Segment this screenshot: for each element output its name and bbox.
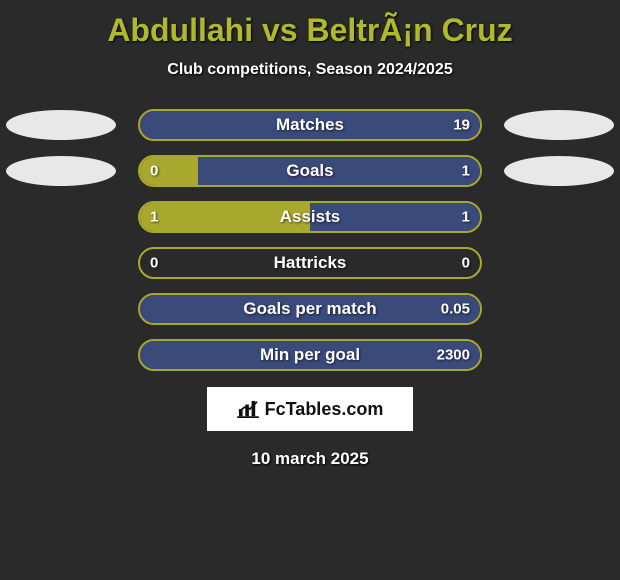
stat-bar: Assists11: [138, 201, 482, 233]
player2-avatar: [504, 156, 614, 186]
stat-bar: Matches19: [138, 109, 482, 141]
stat-row: Hattricks0 0: [0, 247, 620, 279]
stat-bar: Goals01: [138, 155, 482, 187]
stat-label: Hattricks: [140, 253, 480, 273]
brand-badge: FcTables.com: [207, 387, 413, 431]
comparison-infographic: Abdullahi vs BeltrÃ¡n Cruz Club competit…: [0, 0, 620, 469]
stat-value-player2: 19: [453, 117, 470, 134]
chart-icon: [237, 400, 259, 418]
stat-value-player2: 2300: [437, 347, 470, 364]
bar-fill-player1: [140, 203, 310, 231]
bar-fill-player2: [140, 341, 480, 369]
bar-fill-player2: [140, 295, 480, 323]
bar-fill-player1: [140, 157, 198, 185]
stat-value-player1: 0: [150, 163, 158, 180]
stat-row: Goals01: [0, 155, 620, 187]
stat-row: Goals per match0.05: [0, 293, 620, 325]
brand-text: FcTables.com: [265, 399, 384, 420]
stat-value-player2: 0.05: [441, 301, 470, 318]
bar-fill-player2: [310, 203, 480, 231]
stat-bar: Hattricks0 0: [138, 247, 482, 279]
stat-value-player1: 0: [150, 255, 158, 272]
stat-bar: Goals per match0.05: [138, 293, 482, 325]
stat-row: Matches19: [0, 109, 620, 141]
bar-fill-player2: [140, 111, 480, 139]
stat-bar: Min per goal2300: [138, 339, 482, 371]
date-label: 10 march 2025: [0, 449, 620, 469]
page-title: Abdullahi vs BeltrÃ¡n Cruz: [0, 12, 620, 49]
stat-value-player2: 0: [462, 255, 470, 272]
player1-avatar: [6, 156, 116, 186]
subtitle: Club competitions, Season 2024/2025: [0, 61, 620, 79]
stat-value-player1: 1: [150, 209, 158, 226]
player2-avatar: [504, 110, 614, 140]
bar-fill-player2: [198, 157, 480, 185]
player1-avatar: [6, 110, 116, 140]
stat-value-player2: 1: [462, 209, 470, 226]
stat-row: Min per goal2300: [0, 339, 620, 371]
stat-value-player2: 1: [462, 163, 470, 180]
stat-row: Assists11: [0, 201, 620, 233]
